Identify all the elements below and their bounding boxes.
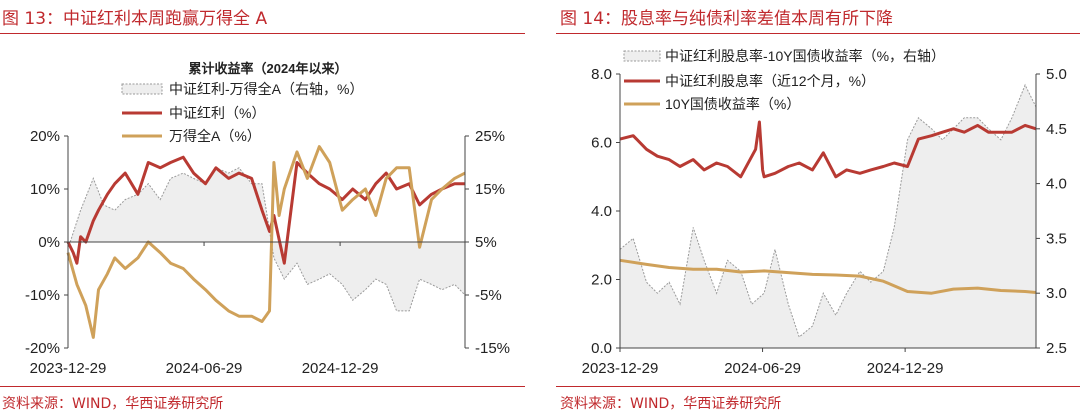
x-tick-label: 2024-12-29 — [302, 360, 379, 377]
right-legend: 中证红利股息率-10Y国债收益率（%，右轴） 中证红利股息率（近12个月，%） … — [623, 48, 945, 112]
right-top-rule — [556, 33, 1080, 34]
left-tick-label: 20% — [30, 128, 60, 145]
left-plot-area — [66, 145, 466, 339]
right-tick-label: 2.5 — [1046, 340, 1067, 357]
x-tick-label: 2023-12-29 — [582, 360, 659, 377]
left-tick-label: 0% — [38, 234, 60, 251]
left-tick-label: 4.0 — [591, 203, 612, 220]
series-line-1 — [619, 120, 1037, 179]
left-tick-label: -10% — [25, 287, 60, 304]
series-area-outline-0 — [619, 83, 1037, 338]
right-tick-label: 25% — [475, 128, 505, 145]
series-area-fill-0 — [70, 167, 465, 311]
legend-swatch-yield-spread — [623, 50, 661, 62]
right-tick-label: -5% — [475, 287, 502, 304]
series-line-1 — [66, 155, 465, 265]
right-figure-title: 图 14：股息率与纯债利率差值本周有所下降 — [560, 9, 894, 29]
right-source: 资料来源：WIND，华西证券研究所 — [560, 396, 782, 412]
x-tick-label: 2024-06-29 — [724, 360, 801, 377]
legend-label-dividend-yield: 中证红利股息率（近12个月，%） — [665, 73, 875, 89]
x-tick-label: 2023-12-29 — [30, 360, 107, 377]
left-source: 资料来源：WIND，华西证券研究所 — [2, 396, 224, 412]
right-figure: 图 14：股息率与纯债利率差值本周有所下降 中证红利股息率-10Y国债收益率（%… — [550, 0, 1080, 413]
right-tick-label: 4.5 — [1046, 121, 1067, 138]
right-tick-label: -15% — [475, 340, 510, 357]
right-tick-label: 4.0 — [1046, 176, 1067, 193]
left-axes: -20% -10% 0% 10% 20% -15% -5% 5% 15% 25% 2023-12-2… — [25, 128, 510, 377]
legend-swatch-spread — [121, 83, 163, 95]
left-figure: 图 13：中证红利本周跑赢万得全 A 累计收益率（2024年以来） 中证红利-万… — [0, 0, 530, 413]
right-tick-label: 3.0 — [1046, 285, 1067, 302]
left-legend: 中证红利-万得全A（右轴，%） 中证红利（%） 万得全A（%） — [121, 81, 363, 144]
legend-label-yield-spread: 中证红利股息率-10Y国债收益率（%，右轴） — [665, 48, 945, 64]
left-chart-title: 累计收益率（2024年以来） — [189, 61, 348, 76]
right-tick-label: 15% — [475, 181, 505, 198]
left-tick-label: 8.0 — [591, 66, 612, 83]
series-line-2 — [66, 145, 466, 339]
right-tick-label: 5.0 — [1046, 66, 1067, 83]
right-tick-label: 3.5 — [1046, 230, 1067, 247]
left-tick-label: 6.0 — [591, 135, 612, 152]
left-figure-title: 图 13：中证红利本周跑赢万得全 A — [2, 9, 268, 29]
left-tick-label: 10% — [30, 181, 60, 198]
right-plot-area — [619, 83, 1037, 348]
left-top-rule — [0, 33, 525, 34]
series-area-outline-0 — [69, 167, 466, 312]
left-bottom-rule — [0, 386, 525, 387]
x-tick-label: 2024-06-29 — [166, 360, 243, 377]
legend-label-dividend: 中证红利（%） — [169, 105, 265, 121]
legend-label-spread: 中证红利-万得全A（右轴，%） — [169, 81, 363, 97]
x-tick-label: 2024-12-29 — [867, 360, 944, 377]
series-line-2 — [619, 258, 1037, 295]
right-tick-label: 5% — [475, 234, 497, 251]
legend-label-wind-a: 万得全A（%） — [169, 128, 261, 144]
series-area-fill-0 — [620, 85, 1036, 348]
right-chart: 中证红利股息率-10Y国债收益率（%，右轴） 中证红利股息率（近12个月，%） … — [582, 48, 1067, 377]
left-tick-label: 0.0 — [591, 340, 612, 357]
left-chart: 累计收益率（2024年以来） 中证红利-万得全A（右轴，%） 中证红利（%） 万… — [25, 61, 510, 377]
right-bottom-rule — [556, 386, 1080, 387]
legend-label-bond-yield: 10Y国债收益率（%） — [665, 96, 800, 112]
right-axes: 0.0 2.0 4.0 6.0 8.0 2.5 3.0 3.5 4.0 4.5 5.0 2023-12… — [582, 66, 1067, 377]
left-tick-label: 2.0 — [591, 272, 612, 289]
left-tick-label: -20% — [25, 340, 60, 357]
